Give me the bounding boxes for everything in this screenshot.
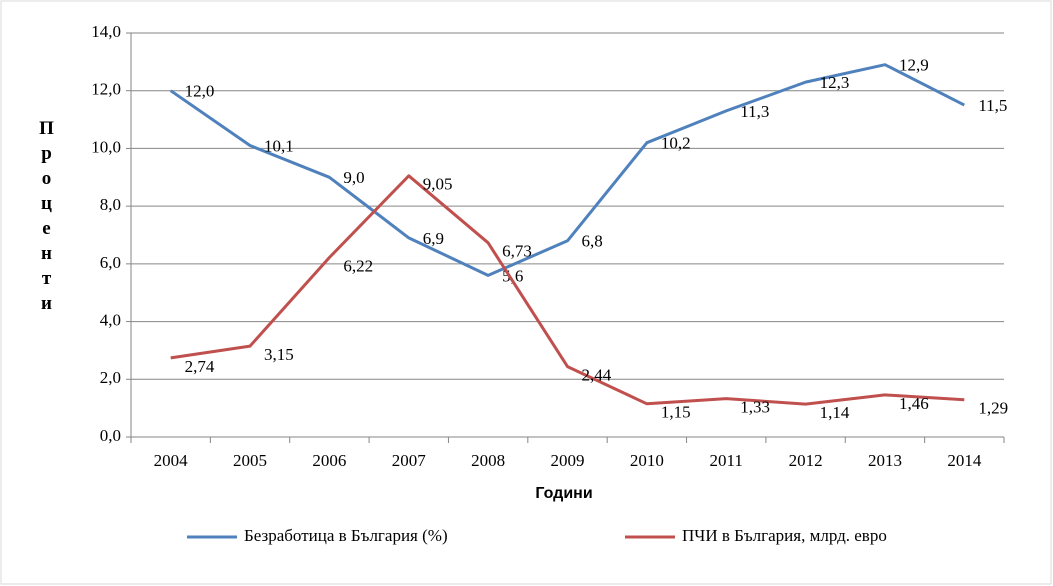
y-tick-label: 6,0 (100, 253, 121, 272)
x-tick-label: 2014 (947, 451, 982, 470)
x-tick-label: 2006 (312, 451, 346, 470)
data-label: 12,3 (820, 73, 850, 92)
y-tick-label: 8,0 (100, 195, 121, 214)
y-tick-label: 14,0 (91, 22, 121, 41)
x-tick-label: 2012 (789, 451, 823, 470)
x-axis-title: Години (535, 485, 592, 502)
y-axis-title: Проценти (36, 118, 57, 318)
y-tick-label: 2,0 (100, 368, 121, 387)
data-label: 11,3 (740, 102, 769, 121)
y-tick-label: 4,0 (100, 310, 121, 329)
data-label: 6,22 (343, 256, 373, 275)
data-label: 3,15 (264, 345, 294, 364)
data-label: 1,29 (978, 399, 1008, 418)
data-label: 12,9 (899, 56, 929, 75)
x-tick-label: 2013 (868, 451, 902, 470)
legend-label: ПЧИ в България, млрд. евро (682, 526, 887, 545)
data-label: 1,14 (820, 403, 850, 422)
data-label: 11,5 (978, 96, 1007, 115)
y-tick-label: 12,0 (91, 80, 121, 99)
data-label: 10,2 (661, 134, 691, 153)
data-label: 2,74 (185, 357, 215, 376)
data-label: 1,33 (740, 398, 770, 417)
data-label: 10,1 (264, 136, 294, 155)
series-line (170, 174, 965, 406)
data-label: 2,44 (582, 365, 612, 384)
x-tick-label: 2007 (392, 451, 427, 470)
data-label: 9,0 (343, 168, 364, 187)
data-label: 6,73 (502, 242, 532, 261)
data-label: 1,15 (661, 403, 691, 422)
data-label: 6,8 (582, 232, 603, 251)
data-label: 6,9 (423, 229, 444, 248)
x-tick-label: 2005 (233, 451, 267, 470)
x-tick-label: 2011 (710, 451, 743, 470)
y-tick-label: 0,0 (100, 426, 121, 445)
data-label: 9,05 (423, 175, 453, 194)
series-line (169, 63, 965, 277)
data-label: 1,46 (899, 394, 929, 413)
x-tick-label: 2004 (154, 451, 189, 470)
y-tick-label: 10,0 (91, 137, 121, 156)
x-tick-label: 2009 (551, 451, 585, 470)
x-tick-label: 2008 (471, 451, 505, 470)
legend-label: Безработица в България (%) (244, 526, 448, 545)
x-tick-label: 2010 (630, 451, 664, 470)
data-label: 12,0 (185, 82, 215, 101)
